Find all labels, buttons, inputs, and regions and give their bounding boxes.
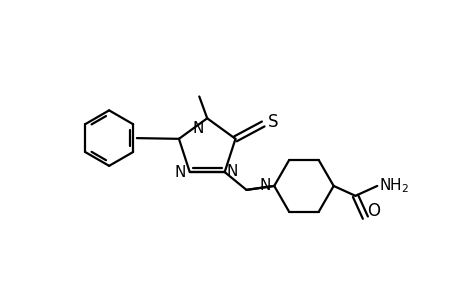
Text: N: N [259, 178, 271, 194]
Text: N: N [174, 165, 185, 180]
Text: O: O [367, 202, 380, 220]
Text: S: S [268, 113, 278, 131]
Text: N: N [192, 121, 204, 136]
Text: NH$_2$: NH$_2$ [378, 177, 409, 195]
Text: N: N [226, 164, 237, 178]
